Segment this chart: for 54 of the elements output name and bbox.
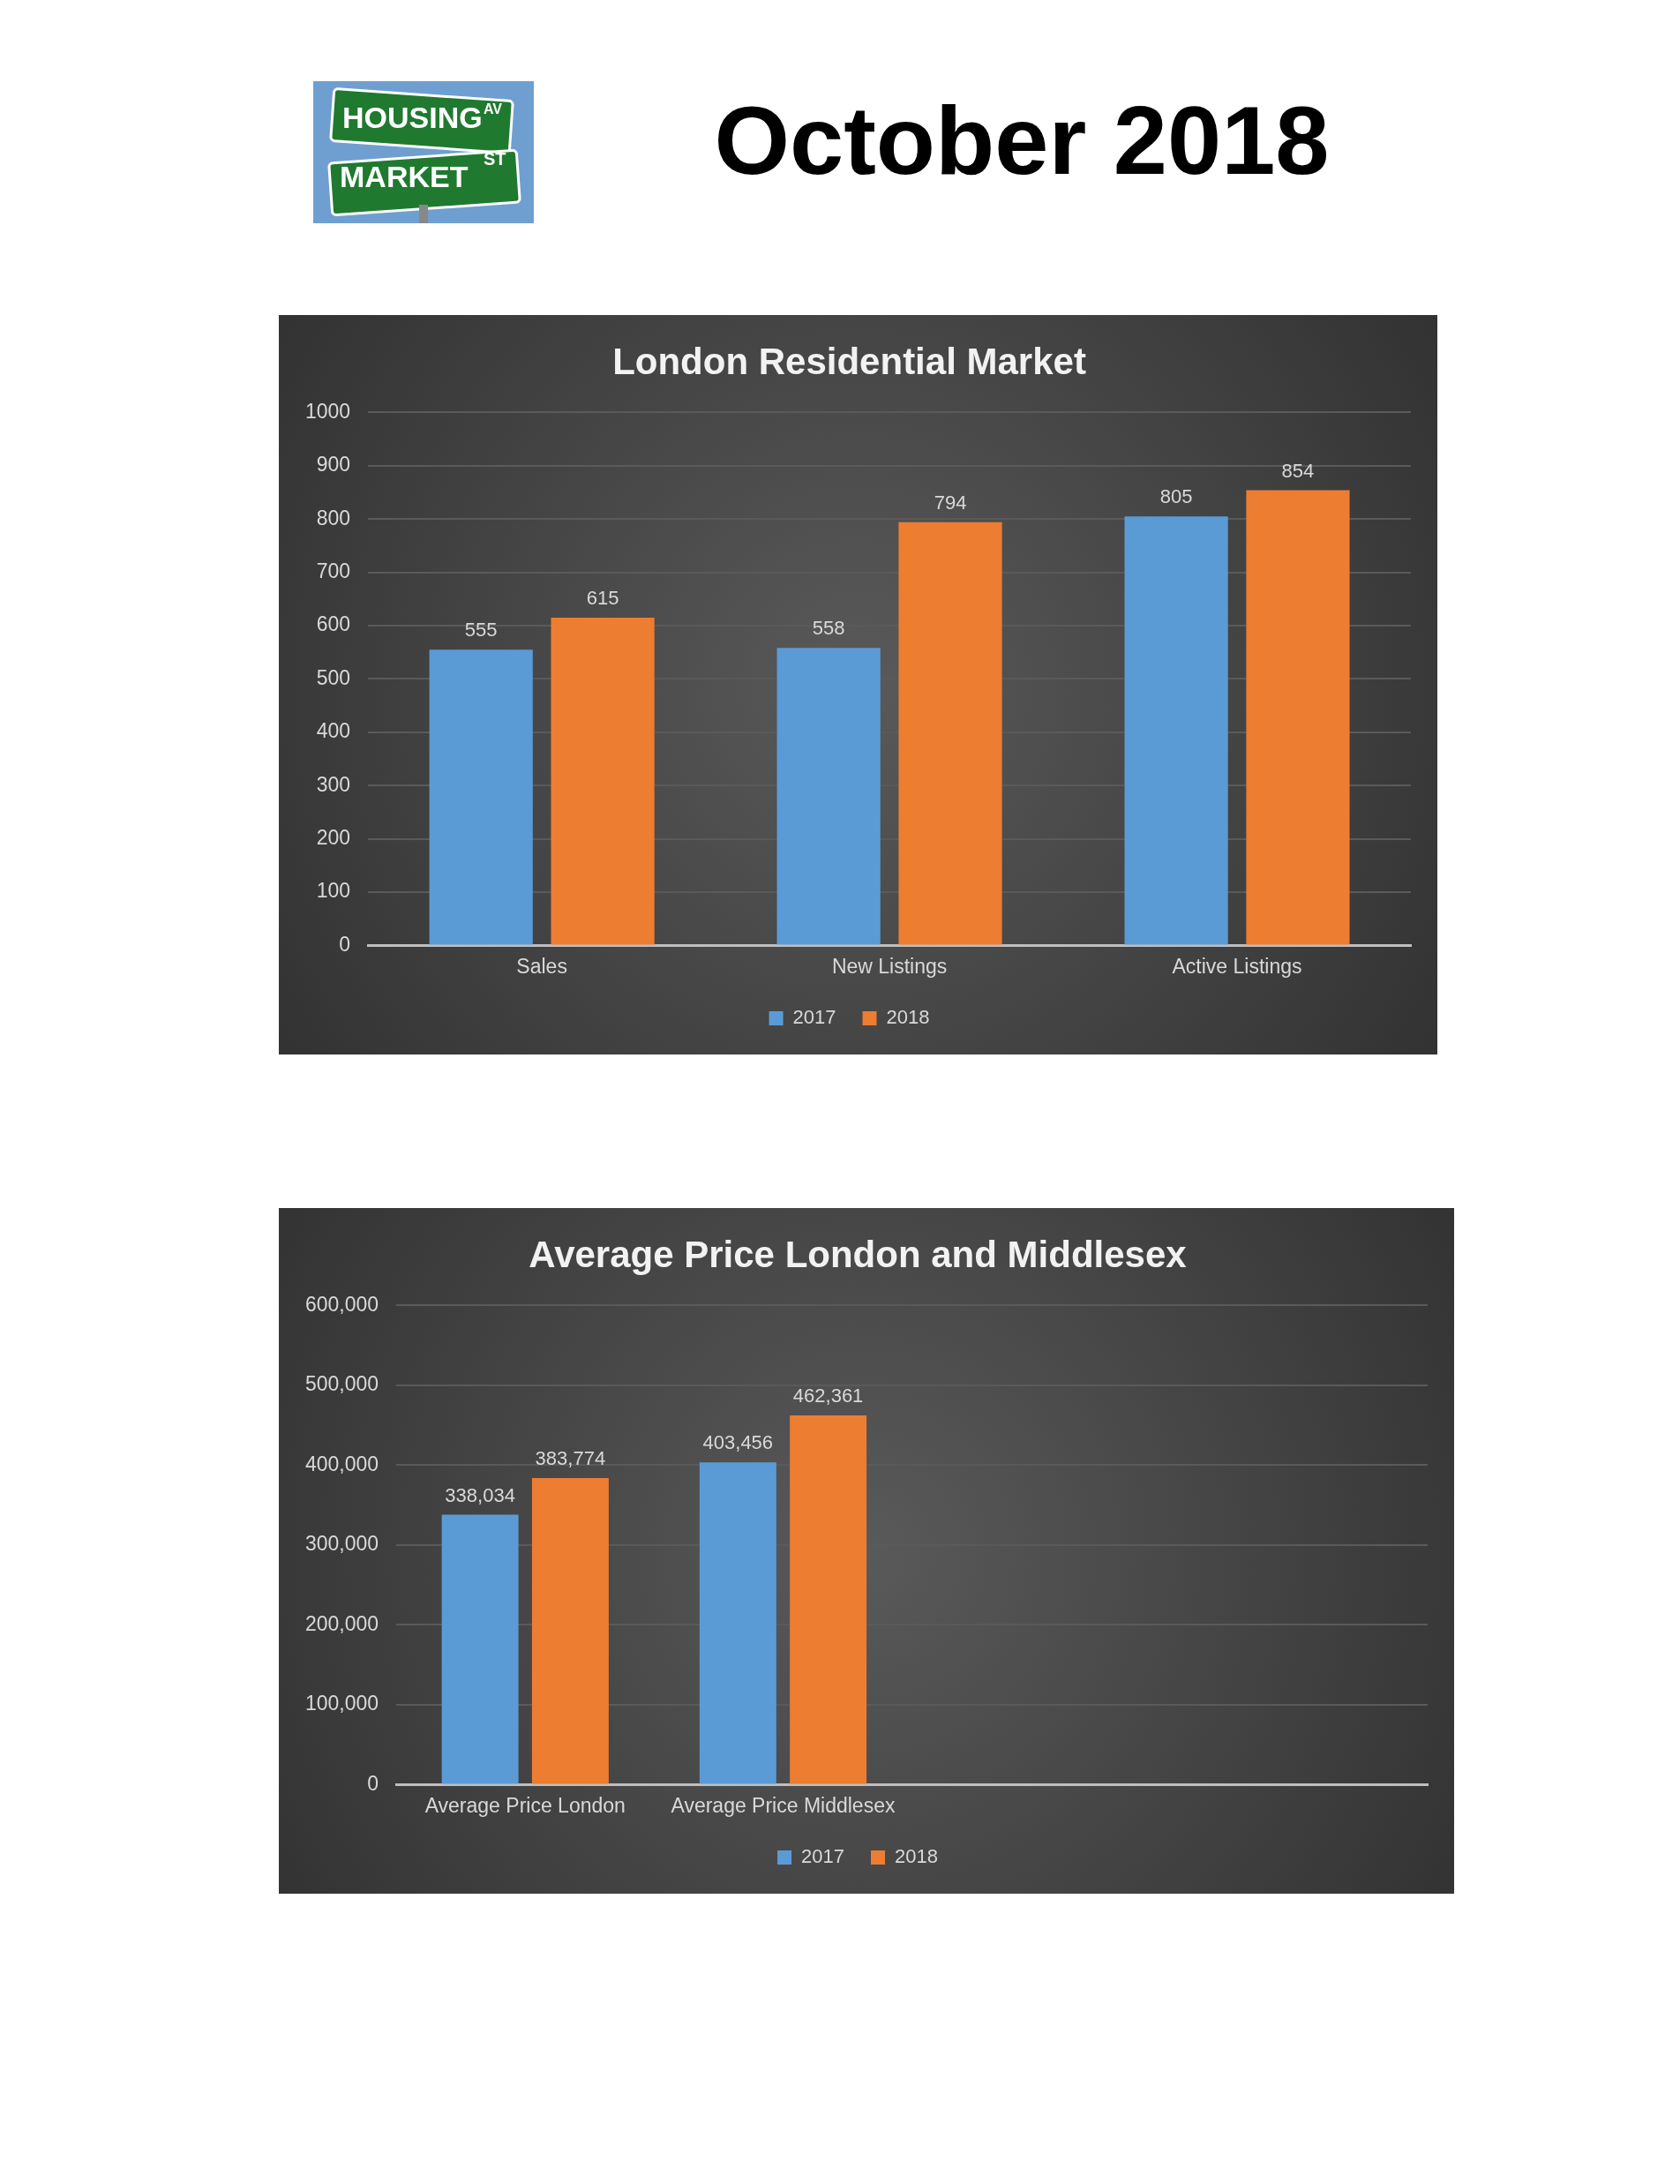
legend-label: 2017: [792, 1006, 836, 1029]
text: ST: [484, 149, 506, 169]
data-label: 462,361: [792, 1385, 864, 1407]
data-label: 615: [586, 587, 619, 609]
y-tick-label: 500,000: [305, 1372, 379, 1396]
bar: [790, 1415, 867, 1784]
y-tick-label: 1000: [304, 399, 351, 423]
x-tick-label: New Listings: [831, 954, 948, 978]
y-tick-label: 700: [316, 559, 351, 582]
bar: [1246, 490, 1350, 945]
data-label: 555: [464, 619, 498, 642]
y-tick-label: 200,000: [305, 1611, 379, 1635]
bar: [429, 649, 533, 945]
bar: [699, 1462, 776, 1784]
chart-title: Average Price London and Middlesex: [529, 1233, 1188, 1275]
legend-label: 2018: [886, 1006, 930, 1029]
bar: [776, 648, 881, 945]
data-label: 805: [1159, 485, 1193, 508]
y-tick-label: 300,000: [305, 1532, 379, 1556]
y-tick-label: 0: [367, 1771, 379, 1795]
y-tick-label: 800: [316, 506, 351, 529]
x-tick-label: Average Price London: [424, 1793, 626, 1817]
data-label: 794: [934, 491, 967, 514]
y-tick-label: 600,000: [305, 1292, 379, 1316]
y-tick-label: 500: [316, 665, 351, 689]
bar: [551, 617, 655, 945]
y-tick-label: 100,000: [305, 1692, 379, 1715]
x-tick-label: Sales: [516, 954, 567, 978]
y-tick-label: 0: [339, 932, 351, 956]
legend-label: 2017: [801, 1845, 845, 1868]
text: AV: [484, 101, 503, 116]
text: MARKET: [340, 160, 469, 193]
x-tick-label: Average Price Middlesex: [671, 1793, 896, 1817]
legend-label: 2018: [895, 1845, 938, 1868]
chart-title: London Residential Market: [612, 340, 1086, 382]
y-tick-label: 300: [316, 772, 351, 796]
y-tick-label: 600: [316, 612, 351, 636]
bar: [1124, 516, 1228, 945]
bar: [531, 1478, 609, 1784]
y-tick-label: 200: [316, 825, 351, 849]
bar: [441, 1514, 519, 1784]
data-label: 558: [812, 617, 845, 640]
data-label: 383,774: [535, 1447, 606, 1470]
y-tick-label: 100: [316, 879, 351, 903]
data-label: 403,456: [702, 1431, 774, 1454]
y-tick-label: 400,000: [305, 1452, 379, 1475]
text: October 2018: [713, 86, 1331, 194]
data-label: 338,034: [445, 1483, 515, 1506]
text: HOUSING: [342, 101, 483, 134]
y-tick-label: 400: [316, 719, 351, 743]
bar: [898, 522, 1002, 945]
x-tick-label: Active Listings: [1172, 954, 1302, 978]
data-label: 854: [1281, 459, 1315, 482]
y-tick-label: 900: [316, 453, 351, 477]
